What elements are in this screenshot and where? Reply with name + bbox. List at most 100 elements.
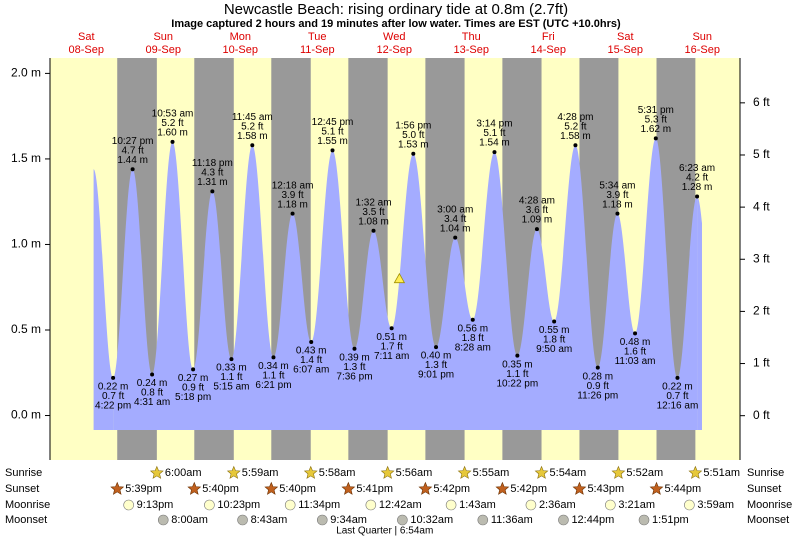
weekday: Sun [153,31,173,43]
tide-label: 5:15 am [213,382,249,393]
tide-label: 1.55 m [317,136,348,147]
tide-label: 1.8 ft [543,335,565,346]
sunset-icon [110,481,125,495]
tide-label: 11:18 pm [192,158,233,169]
tide-label: 10:53 am [152,108,194,119]
tide-label: 3:00 am [437,204,473,215]
tide-label: 1:56 pm [395,120,431,131]
tide-label: 0.27 m [178,373,209,384]
sunrise-icon [149,465,164,479]
weekday: Wed [383,31,405,43]
y2-tick-label: 3 ft [753,251,770,265]
tide-label: 1.4 ft [300,355,322,366]
event-time: 5:43pm [587,483,624,495]
tide-label: 1.60 m [157,127,188,138]
tide-area-group [93,138,702,431]
sunrise-icon [534,465,549,479]
row-label: Moonrise [5,499,50,511]
tide-point [515,353,520,358]
moonrise-icon [204,499,215,511]
tide-label: 0.35 m [502,359,533,370]
tide-label: 1.18 m [277,199,308,210]
tide-label: 1.58 m [560,131,591,142]
row-label: Sunset [747,483,781,495]
tide-point [389,326,394,331]
event-time: 5:55am [473,467,510,479]
moonrise-icon [284,499,296,511]
event-time: 3:21am [618,499,655,511]
moonset-icon [316,514,328,526]
tide-label: 1.31 m [197,177,228,188]
tide-point [150,372,155,377]
sunrise-icon [303,465,318,479]
tide-label: 1.08 m [358,216,389,227]
tide-label: 12:16 am [657,401,699,412]
foreground: Sat08-SepSun09-SepMon10-SepTue11-SepWed1… [5,31,792,537]
tide-point [309,339,314,344]
tide-point [453,235,458,240]
sunrise-icon [380,465,395,479]
weekday: Tue [308,31,327,43]
date: 10-Sep [223,44,258,56]
event-time: 9:13pm [137,499,174,511]
event-time: 5:54am [550,467,587,479]
tide-label: 0.28 m [582,371,613,382]
tide-point [290,211,295,216]
moonset-icon [237,514,248,526]
tide-label: 0.39 m [339,352,370,363]
sunrise-icon [611,465,626,479]
event-time: 5:42pm [433,483,470,495]
tide-label: 10:27 pm [112,136,154,147]
event-time: 12:44pm [571,514,614,526]
event-time: 5:59am [242,467,279,479]
event-time: 8:00am [171,514,208,526]
tide-label: 1.3 ft [425,360,447,371]
tide-point [130,167,135,172]
tide-label: 0.56 m [457,323,488,334]
tide-label: 4.2 ft [686,173,708,184]
tide-label: 1.8 ft [462,333,484,344]
sunset-icon [187,481,202,495]
event-time: 5:39pm [125,483,162,495]
y2-tick-label: 2 ft [753,304,770,318]
tide-point [470,317,475,322]
weekday: Sun [692,31,712,43]
tide-point [653,136,658,141]
date: 12-Sep [377,44,412,56]
tide-label: 1.62 m [641,124,672,135]
tide-label: 3.9 ft [281,190,303,201]
tide-label: 10:22 pm [497,378,539,389]
tide-label: 1.09 m [522,215,553,226]
row-label: Sunset [5,483,39,495]
weekday: Mon [230,31,251,43]
sunset-icon [418,481,433,495]
event-time: 5:56am [396,467,433,479]
tide-label: 3.5 ft [362,207,384,218]
tide-point [615,211,620,216]
tide-label: 5:31 pm [638,105,674,116]
tide-label: 0.40 m [421,351,452,362]
event-time: 10:23pm [217,499,260,511]
moonrise-icon [445,499,457,511]
tide-label: 1.44 m [117,155,148,166]
event-time: 10:32am [410,514,453,526]
tide-area-end [697,196,702,430]
tide-point [191,367,196,372]
tide-area-start [93,169,114,431]
sunset-icon [649,481,664,495]
weekday: Sat [617,31,634,43]
tide-label: 0.43 m [296,346,327,357]
tide-point [170,139,175,144]
tide-label: 0.8 ft [141,388,163,399]
tide-label: 1:32 am [355,197,391,208]
event-time: 5:40pm [279,483,316,495]
event-time: 5:51am [703,467,740,479]
tide-point [111,375,116,380]
event-time: 9:34am [330,514,367,526]
event-time: 11:36am [491,514,533,526]
tide-label: 4.3 ft [201,168,223,179]
date: 14-Sep [531,44,566,56]
tide-label: 4:31 am [134,397,170,408]
sunrise-icon [688,465,703,479]
tide-label: 4:22 pm [95,401,131,412]
